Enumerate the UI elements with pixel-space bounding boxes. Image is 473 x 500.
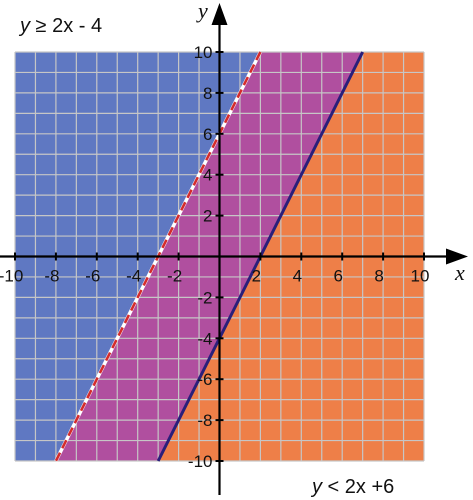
y-axis-label: y [196, 0, 208, 23]
y-tick-label: -2 [197, 288, 212, 307]
annotation-top-left: y ≥ 2x - 4 [18, 15, 102, 37]
annotation-bottom-right: y < 2x +6 [310, 476, 394, 498]
y-axis-arrow [211, 3, 228, 25]
x-axis-arrow [446, 248, 468, 265]
x-tick-label: 6 [333, 267, 342, 286]
axes [0, 3, 468, 495]
y-tick-label: -10 [188, 452, 213, 471]
tick-labels: -10 -8 -6 -4 -2 2 4 6 8 10 10 8 6 4 2 -2 -4 -6 -8 -10 [0, 43, 429, 471]
x-tick-label: -2 [167, 267, 182, 286]
annotation-bottom-right-text: < 2x +6 [322, 476, 394, 498]
y-tick-label: -8 [197, 411, 212, 430]
x-tick-label: 8 [374, 267, 383, 286]
x-tick-label: -6 [85, 267, 100, 286]
x-axis-label: x [454, 260, 465, 285]
x-tick-label: 2 [252, 267, 261, 286]
y-tick-label: -6 [197, 370, 212, 389]
annotation-top-left-text: ≥ 2x - 4 [30, 15, 102, 37]
x-tick-label: -4 [126, 267, 141, 286]
y-tick-label: 2 [203, 207, 212, 226]
x-tick-label: 4 [293, 267, 302, 286]
y-tick-label: -4 [197, 329, 212, 348]
y-tick-label: 6 [203, 125, 212, 144]
x-tick-label: 10 [411, 267, 430, 286]
y-tick-label: 8 [203, 84, 212, 103]
y-tick-label: 10 [194, 43, 213, 62]
x-tick-label: -8 [44, 267, 59, 286]
annotation-top-left-var: y [18, 15, 31, 37]
annotation-bottom-right-var: y [310, 476, 323, 498]
x-tick-label: -10 [0, 267, 23, 286]
y-tick-label: 4 [203, 166, 212, 185]
